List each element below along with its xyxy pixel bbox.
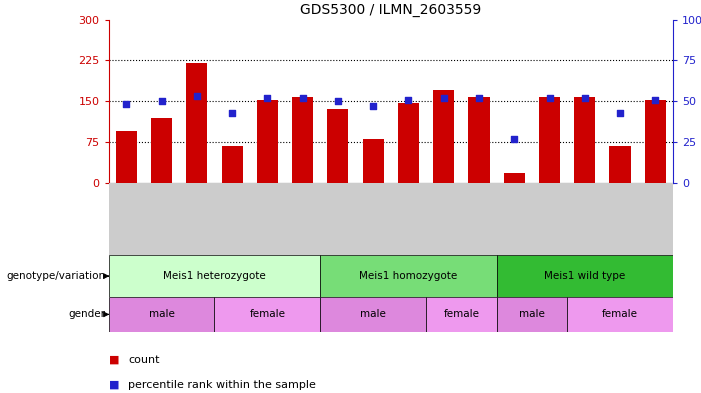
Bar [426, 297, 496, 332]
Text: female: female [443, 309, 479, 320]
Bar [144, 183, 179, 255]
Bar [362, 139, 383, 183]
Bar [151, 118, 172, 183]
Point [509, 136, 520, 142]
Point [473, 95, 484, 101]
Point [403, 96, 414, 103]
Point [121, 101, 132, 108]
Point [579, 95, 590, 101]
Bar [574, 97, 595, 183]
Bar [327, 109, 348, 183]
Bar [320, 255, 496, 297]
Text: female: female [250, 309, 285, 320]
Bar [609, 146, 631, 183]
Bar [426, 183, 461, 255]
Text: male: male [360, 309, 386, 320]
Point [156, 98, 167, 104]
Bar [320, 297, 426, 332]
Point [438, 95, 449, 101]
Text: genotype/variation: genotype/variation [6, 271, 105, 281]
Bar [285, 183, 320, 255]
Bar [539, 97, 560, 183]
Bar [638, 183, 673, 255]
Bar [602, 183, 638, 255]
Bar [496, 297, 567, 332]
Bar [250, 183, 285, 255]
Text: percentile rank within the sample: percentile rank within the sample [128, 380, 316, 390]
Point [297, 95, 308, 101]
Text: Meis1 wild type: Meis1 wild type [544, 271, 625, 281]
Point [191, 93, 203, 99]
Bar [532, 183, 567, 255]
Bar [215, 297, 320, 332]
Bar [567, 183, 602, 255]
Text: Meis1 heterozygote: Meis1 heterozygote [163, 271, 266, 281]
Bar [186, 63, 207, 183]
Point [261, 95, 273, 101]
Bar [496, 255, 673, 297]
Point [615, 110, 626, 116]
Text: male: male [149, 309, 175, 320]
Point [544, 95, 555, 101]
Bar [215, 183, 250, 255]
Bar [461, 183, 496, 255]
Point [367, 103, 379, 109]
Bar [109, 255, 320, 297]
Bar [257, 100, 278, 183]
Bar [320, 183, 355, 255]
Bar [398, 103, 419, 183]
Bar [179, 183, 215, 255]
Bar [503, 173, 525, 183]
Point [226, 110, 238, 116]
Text: count: count [128, 354, 160, 365]
Point [332, 98, 343, 104]
Bar [645, 100, 666, 183]
Text: Meis1 homozygote: Meis1 homozygote [360, 271, 458, 281]
Text: male: male [519, 309, 545, 320]
Bar [496, 183, 532, 255]
Text: gender: gender [68, 309, 105, 320]
Text: female: female [602, 309, 638, 320]
Bar [567, 297, 673, 332]
Text: ■: ■ [109, 380, 119, 390]
Bar [468, 97, 489, 183]
Bar [391, 183, 426, 255]
Bar [292, 97, 313, 183]
Text: ■: ■ [109, 354, 119, 365]
Bar [109, 297, 215, 332]
Bar [116, 131, 137, 183]
Title: GDS5300 / ILMN_2603559: GDS5300 / ILMN_2603559 [300, 3, 482, 17]
Bar [433, 90, 454, 183]
Bar [109, 183, 144, 255]
Bar [222, 146, 243, 183]
Bar [355, 183, 391, 255]
Point [650, 96, 661, 103]
